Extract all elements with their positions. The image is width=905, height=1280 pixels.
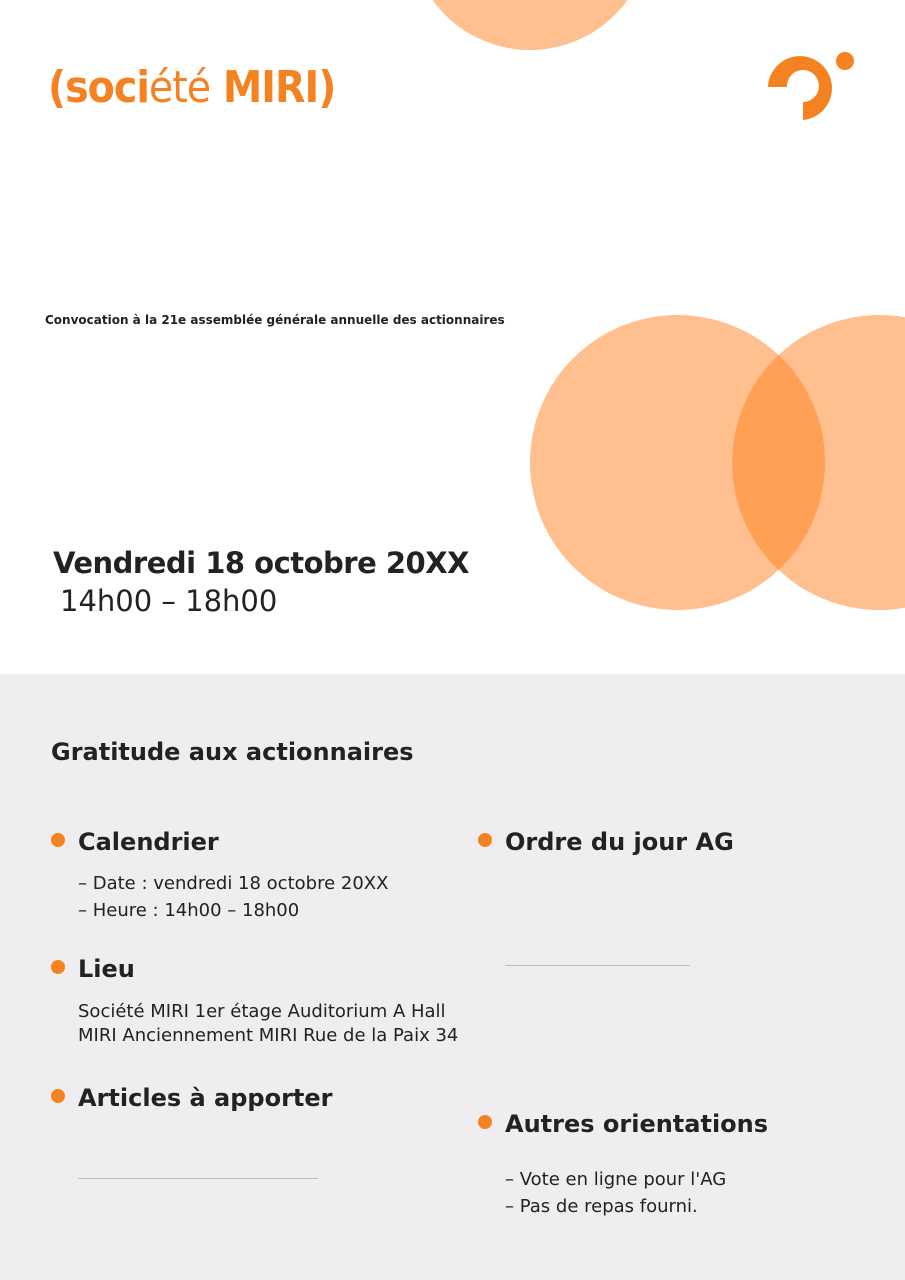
autres-details: – Vote en ligne pour l'AG – Pas de repas…: [505, 1166, 726, 1220]
details-panel: [0, 674, 905, 1280]
section-autres: Autres orientations: [478, 1110, 768, 1138]
subtitle: Convocation à la 21e assemblée générale …: [45, 313, 505, 327]
faint-text-line: [78, 1178, 318, 1179]
autres-line: – Pas de repas fourni.: [505, 1196, 698, 1217]
decor-circle-top: [432, 0, 628, 51]
decor-circle-left: [530, 315, 825, 610]
company-logo-text: (société MIRI): [48, 62, 336, 113]
faint-text-line: [505, 965, 690, 966]
bullet-icon: [51, 1089, 65, 1103]
decor-circle-overlap: [732, 315, 825, 610]
event-date: Vendredi 18 octobre 20XX: [53, 546, 469, 580]
event-time: 14h00 – 18h00: [60, 584, 278, 618]
section-ordre: Ordre du jour AG: [478, 828, 734, 856]
calendrier-heure: – Heure : 14h00 – 18h00: [78, 900, 300, 921]
lieu-line: Société MIRI 1er étage Auditorium A Hall: [78, 1001, 446, 1022]
lieu-details: Société MIRI 1er étage Auditorium A Hall…: [78, 1000, 458, 1048]
section-heading: Gratitude aux actionnaires: [51, 738, 414, 766]
bullet-icon: [51, 833, 65, 847]
section-articles: Articles à apporter: [51, 1084, 333, 1112]
calendrier-details: – Date : vendredi 18 octobre 20XX – Heur…: [78, 870, 388, 924]
logo-icon: [768, 52, 854, 120]
bullet-icon: [478, 1115, 492, 1129]
section-lieu: Lieu: [51, 955, 135, 983]
bullet-icon: [478, 833, 492, 847]
calendrier-date: – Date : vendredi 18 octobre 20XX: [78, 873, 389, 894]
autres-line: – Vote en ligne pour l'AG: [505, 1169, 727, 1190]
lieu-line: MIRI Anciennement MIRI Rue de la Paix 34: [78, 1025, 459, 1046]
section-calendrier: Calendrier: [51, 828, 219, 856]
bullet-icon: [51, 960, 65, 974]
